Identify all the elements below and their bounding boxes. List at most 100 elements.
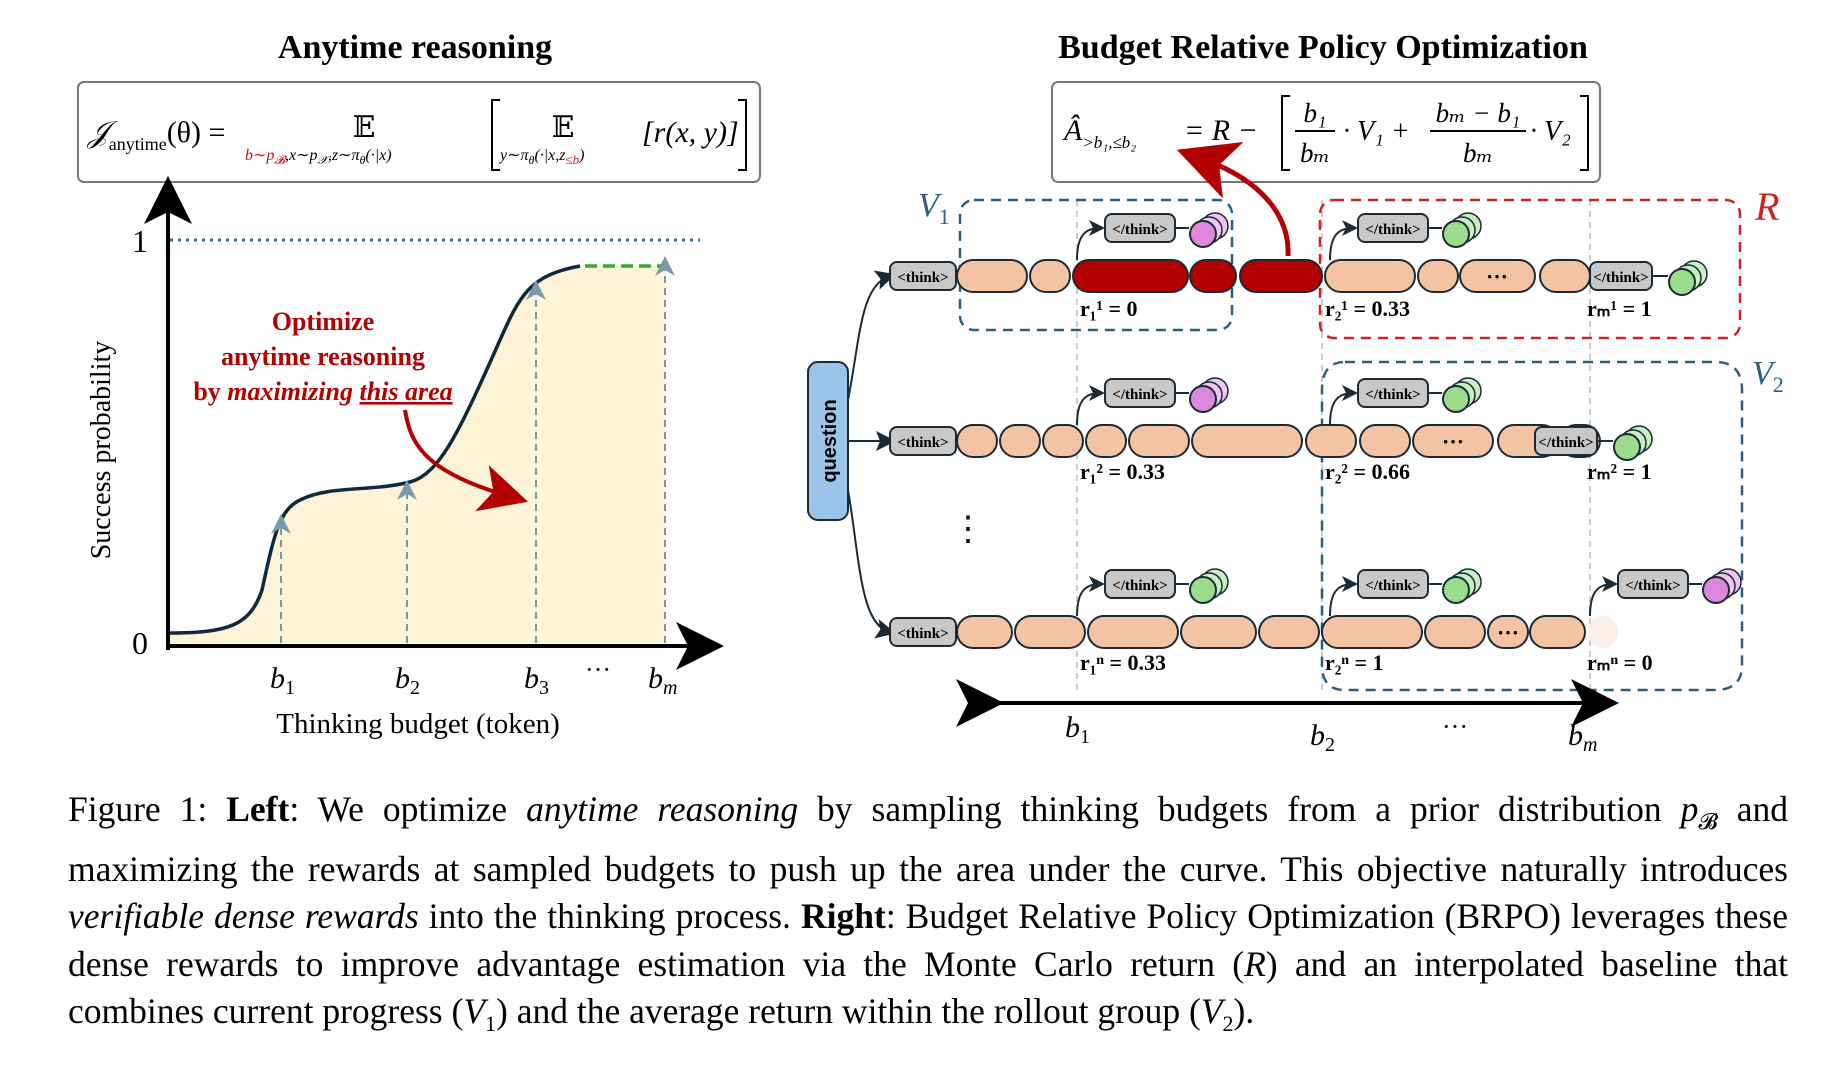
row-1-branch-0-link bbox=[1076, 220, 1105, 261]
advantage-symbol: Â>b₁,≤b₂ bbox=[1062, 114, 1136, 152]
row-2-branch-1-answers-front bbox=[1442, 385, 1470, 413]
caption-t6-sub: 1 bbox=[485, 1011, 496, 1037]
outer-sub-red-sub: 𝓑 bbox=[274, 153, 287, 167]
v1-region bbox=[958, 198, 1234, 332]
left-title: Anytime reasoning bbox=[278, 29, 552, 66]
row-2-branch-0-answers-front bbox=[1189, 385, 1217, 413]
caption-t7-i: V bbox=[1200, 991, 1223, 1032]
inner-expectation: 𝔼 bbox=[552, 111, 575, 144]
row-2-token-3 bbox=[1085, 424, 1127, 458]
advantage-arrow bbox=[1176, 142, 1291, 257]
row-1-reward-1: r₂¹ = 0.33 bbox=[1325, 296, 1410, 321]
caption-t2-sub: 𝓑 bbox=[1698, 809, 1718, 835]
inner-sub-sub: θ bbox=[529, 153, 535, 167]
label-v1: V1 bbox=[918, 187, 950, 229]
row-3-branch-1-answers-front bbox=[1442, 576, 1470, 604]
row-3-branch-1-think-close-label: </think> bbox=[1365, 578, 1420, 594]
row-1-token-5 bbox=[1324, 259, 1416, 293]
row-1-token-3 bbox=[1189, 259, 1237, 293]
frac2-den: bₘ bbox=[1463, 138, 1493, 168]
row-3-token-7 bbox=[1487, 615, 1529, 649]
caption-t3-i: verifiable dense rewards bbox=[68, 896, 419, 937]
row-2-branch-1-think-close-label: </think> bbox=[1365, 387, 1420, 403]
tick-b2: b2 bbox=[395, 662, 420, 699]
caption-t2-i: p bbox=[1680, 789, 1699, 829]
inner-sub-end: ) bbox=[578, 147, 584, 164]
v2-region bbox=[1320, 360, 1744, 692]
formula-v1: · V₁ + bbox=[1343, 116, 1410, 147]
row-1-branch-0-answers-front bbox=[1189, 220, 1217, 248]
outer-sub-tail-sub: θ bbox=[360, 153, 366, 167]
frac2-num: bₘ − b₁ bbox=[1436, 98, 1521, 128]
row-1-token-4 bbox=[1239, 259, 1323, 293]
row-2-token-7 bbox=[1359, 424, 1411, 458]
annotation-line3: by maximizing this area bbox=[193, 377, 452, 406]
row-3-branch-0-answers-front bbox=[1189, 576, 1217, 604]
caption-left: Left bbox=[226, 789, 290, 829]
brpo-formula-box: Â>b₁,≤b₂ = R − b₁ bₘ · V₁ + bₘ − b₁ bₘ ·… bbox=[1051, 81, 1601, 183]
caption-t3: and maximizing the rewards at sampled bu… bbox=[68, 789, 1788, 889]
row-3-reward-0: r₁ⁿ = 0.33 bbox=[1080, 650, 1166, 675]
row-2-branch-0-think-close-label: </think> bbox=[1112, 387, 1167, 403]
caption-fig: Figure 1: bbox=[68, 789, 208, 829]
caption-t6-i: V bbox=[463, 991, 485, 1032]
row-3-token-2 bbox=[1087, 615, 1179, 649]
outer-sub-rest: ,x∼p bbox=[285, 147, 318, 164]
row-3-ellipsis: ··· bbox=[1497, 620, 1519, 645]
row-3-branch-end-think-close-label: </think> bbox=[1625, 578, 1680, 594]
row-3-token-5 bbox=[1321, 615, 1423, 649]
row-3-reward-1: r₂ⁿ = 1 bbox=[1325, 650, 1384, 675]
figure-caption: Figure 1: Left: We optimize anytime reas… bbox=[68, 786, 1788, 1048]
row-1-think-end-label: </think> bbox=[1593, 270, 1648, 286]
r-region bbox=[1318, 198, 1742, 340]
annotation-line2: anytime reasoning bbox=[221, 342, 425, 371]
row-1-token-1 bbox=[1029, 259, 1071, 293]
row-2-token-0 bbox=[956, 424, 998, 458]
inner-sub-red: ≤b bbox=[566, 152, 580, 167]
ytick-top: 1 bbox=[132, 223, 148, 259]
caption-t1-i: anytime reasoning bbox=[526, 789, 799, 829]
axis-bm: bm bbox=[1568, 719, 1597, 756]
x-axis-label: Thinking budget (token) bbox=[276, 708, 560, 740]
annotation-arrow bbox=[403, 409, 529, 512]
row-3-token-4 bbox=[1258, 615, 1320, 649]
row-3-token-0 bbox=[956, 615, 1013, 649]
row-1-token-0 bbox=[956, 259, 1028, 293]
row-2-branch-1-link bbox=[1329, 385, 1358, 426]
caption-t5-i: R bbox=[1244, 943, 1266, 984]
row-2-think-open-label: <think> bbox=[897, 435, 948, 451]
left-formula-box: 𝒥anytime(θ) = 𝔼 b∼p𝓑,x∼p𝒳,z∼πθ(·|x) 𝔼 y∼… bbox=[77, 81, 761, 183]
row-1-branch-1-think-close-label: </think> bbox=[1365, 222, 1420, 238]
objective-arg: (θ) = bbox=[167, 116, 226, 149]
row-3-think-open-label: <think> bbox=[897, 626, 948, 642]
frac1-den: bₘ bbox=[1300, 138, 1330, 168]
axis-b1: b1 bbox=[1065, 711, 1090, 748]
row-2-token-6 bbox=[1305, 424, 1357, 458]
row-2-token-8 bbox=[1412, 424, 1494, 458]
outer-expectation: 𝔼 bbox=[353, 111, 376, 144]
row-3-token-6 bbox=[1424, 615, 1486, 649]
row-1-token-7 bbox=[1459, 259, 1536, 293]
formula-eq: = R − bbox=[1184, 114, 1258, 147]
row-3-reward-2: rₘⁿ = 0 bbox=[1587, 650, 1653, 675]
row-2-reward-1: r₂² = 0.66 bbox=[1325, 459, 1410, 484]
branch-n bbox=[847, 489, 896, 639]
caption-t7: ) and the average return within the roll… bbox=[496, 991, 1201, 1032]
tick-b3: b3 bbox=[524, 662, 549, 699]
row-3-token-1 bbox=[1014, 615, 1086, 649]
row-2-branch-0-link bbox=[1076, 385, 1105, 426]
inner-sub-mid: (·|x,z bbox=[534, 147, 566, 164]
caption-t2: by sampling thinking budgets from a prio… bbox=[798, 789, 1681, 829]
row-1-branch-1-answers-front bbox=[1442, 220, 1470, 248]
row-3-token-3 bbox=[1180, 615, 1257, 649]
row-1-end-answers-front bbox=[1668, 268, 1696, 296]
rollout-rows: <think> ··· </think> </think> </think> r₁¹ = … bbox=[889, 212, 1742, 675]
label-v2: V2 bbox=[1752, 355, 1784, 397]
row-2-token-2 bbox=[1042, 424, 1084, 458]
caption-t5: : Budget Relative Policy Optimization (B… bbox=[68, 896, 1788, 984]
reward-term: [r(x, y)] bbox=[642, 116, 739, 149]
inner-sub: y∼π bbox=[498, 147, 530, 164]
row-1-token-2 bbox=[1072, 259, 1189, 293]
success-curve bbox=[167, 264, 581, 635]
row-3-branch-1-link bbox=[1329, 576, 1358, 617]
